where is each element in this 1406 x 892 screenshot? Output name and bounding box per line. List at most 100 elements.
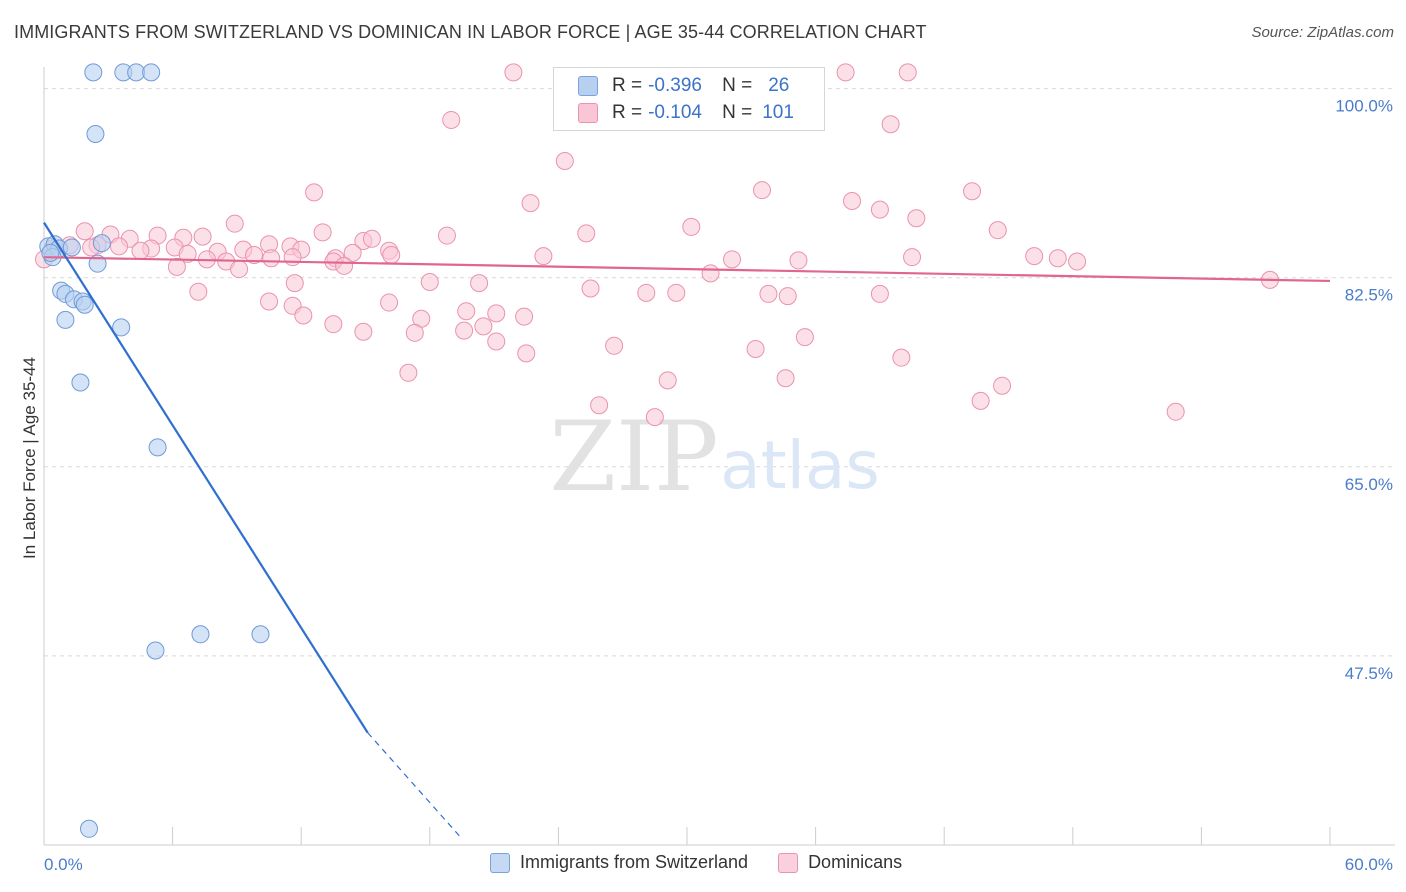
legend-swatch-pink [778,852,799,873]
dominican-point [590,396,609,415]
dominican-point [776,369,795,388]
dominican-point [892,348,911,367]
switzerland-point [86,124,105,143]
y-tick-label: 100.0% [1335,97,1393,116]
dominican-point [789,251,808,270]
legend-label-dominicans: Dominicans [808,852,903,872]
dominican-point [437,226,456,245]
dominican-point [474,317,493,336]
dominican-point [131,241,150,260]
legend-r-label: R = [612,102,643,123]
dominican-point [658,371,677,390]
grid-lines [44,88,1395,657]
watermark-zip: ZIP [549,401,718,513]
dominican-point [637,283,656,302]
switzerland-point [84,63,103,82]
y-tick-label: 47.5% [1345,664,1393,683]
legend-r-value: -0.104 [648,102,702,123]
switzerland-point [92,234,111,253]
dominican-point [1025,247,1044,266]
dominican-point [457,302,476,321]
dominican-point [870,200,889,219]
dominican-point [487,332,506,351]
axes [43,67,1395,846]
legend-row-switzerland: R = -0.396 N = 26 [578,74,789,98]
x-tick-label: 0.0% [44,855,83,874]
chart-title: IMMIGRANTS FROM SWITZERLAND VS DOMINICAN… [14,22,927,42]
dominican-point [193,227,212,246]
dominican-point [581,279,600,298]
dominican-point [517,344,536,363]
dominican-point [285,274,304,293]
watermark: ZIP atlas [549,401,879,513]
dominican-point [753,181,772,200]
dominican-point [836,63,855,82]
dominican-point [313,223,332,242]
dominican-point [881,115,900,134]
dominican-point [1048,249,1067,268]
dominican-point [555,152,574,171]
dominican-point [405,323,424,342]
dominican-point [399,363,418,382]
dominican-point [907,209,926,228]
legend-r-value: -0.396 [648,75,702,96]
dominican-point [759,284,778,303]
trend-lines [43,222,1331,837]
switzerland-points [39,63,270,838]
legend-n-label: N = [722,102,753,123]
dominican-point [682,217,701,236]
dominican-point [178,244,197,263]
dominican-point [382,246,401,265]
dominican-point [898,63,917,82]
dominican-point [988,221,1007,240]
dominican-point [487,304,506,323]
switzerland-point [56,310,75,329]
legend-r-label: R = [612,75,643,96]
dominican-point [189,282,208,301]
legend-item-dominicans: Dominicans [778,852,902,873]
switzerland-point [251,625,270,644]
dominican-point [746,340,765,359]
dominican-point [110,237,129,256]
legend-swatch-blue [578,76,598,96]
legend-row-dominicans: R = -0.104 N = 101 [578,101,794,125]
dominican-point [470,274,489,293]
dominican-point [335,256,354,275]
y-tick-label: 82.5% [1345,286,1393,305]
watermark-atlas: atlas [720,427,880,504]
legend-swatch-blue [490,852,510,873]
source-label: Source: ZipAtlas.com [1251,24,1394,41]
dominican-point [294,306,313,325]
dominican-point [324,315,343,334]
switzerland-trend-extension [367,732,461,837]
switzerland-point [191,625,210,644]
switzerland-point [80,819,99,838]
switzerland-trend-line [43,222,369,734]
dominican-point [963,182,982,201]
switzerland-point [112,318,131,337]
legend-n-label: N = [722,75,753,96]
dominican-point [515,307,534,326]
dominican-point [167,257,186,276]
dominican-point [870,284,889,303]
dominican-point [362,229,381,248]
switzerland-point [146,641,165,660]
dominican-point [605,336,624,355]
dominican-point [245,246,264,265]
dominican-point [283,248,302,267]
switzerland-point [75,295,94,314]
dominican-point [645,408,664,427]
dominican-point [75,222,94,241]
tick-labels: 100.0% 82.5% 65.0% 47.5% 0.0% 60.0% [44,97,1393,874]
dominican-point [442,110,461,129]
switzerland-point [142,63,161,82]
legend-label-switzerland: Immigrants from Switzerland [520,852,749,872]
dominican-point [667,283,686,302]
dominican-point [778,287,797,306]
dominican-point [723,250,742,269]
dominican-point [262,249,281,268]
dominican-point [504,63,523,82]
dominicans-trend-line [43,256,1331,283]
switzerland-point [127,63,146,82]
